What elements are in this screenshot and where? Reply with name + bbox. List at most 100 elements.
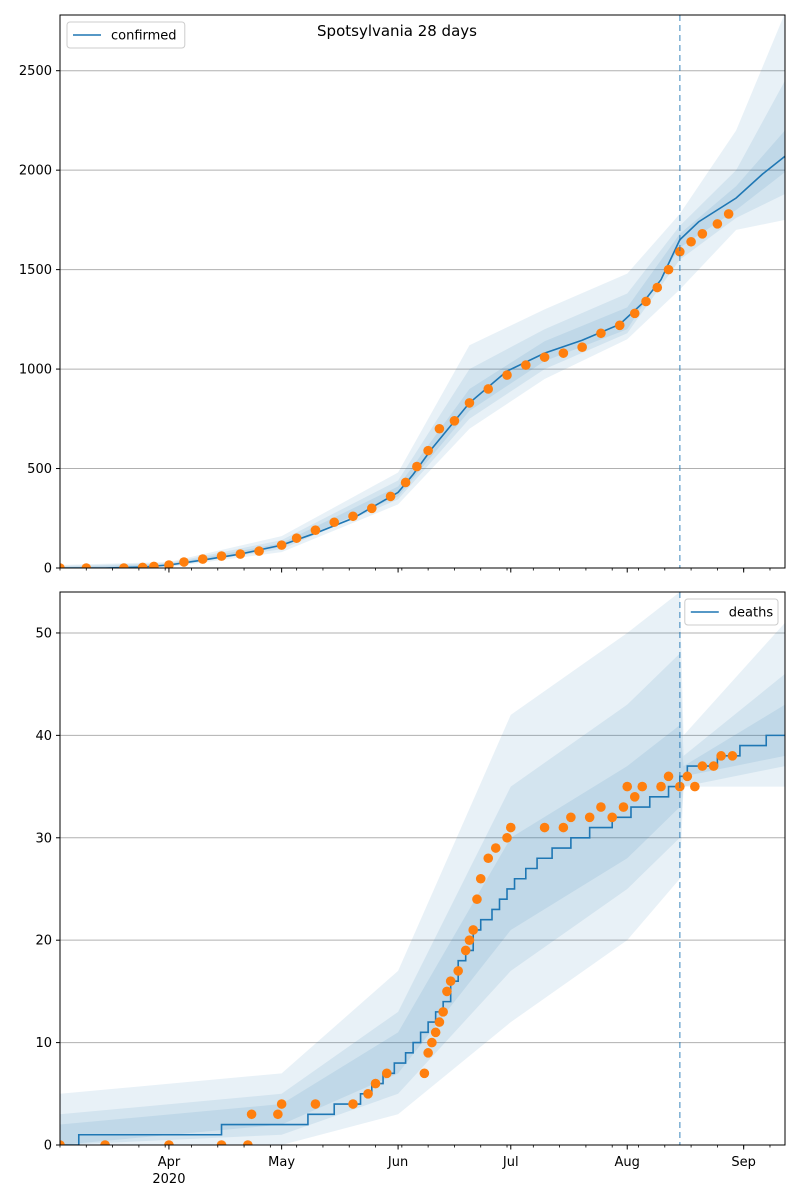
data-point: [483, 384, 494, 394]
data-point: [423, 1048, 433, 1058]
data-point: [663, 771, 674, 782]
data-point: [149, 561, 159, 568]
data-point: [243, 1140, 253, 1145]
x-tick-label: Jun: [387, 1155, 408, 1170]
deaths-panel: 0 10 20 30 40 50 Apr 2020 May Jun Jul Aug Sep deaths: [35, 591, 786, 1187]
y-tick-label: 50: [35, 626, 52, 641]
data-point: [438, 1007, 448, 1017]
axes-frame: [59, 591, 786, 1146]
confirmed-panel: 0 500 1000 1500 2000 2500 confirmed: [19, 14, 786, 577]
data-point: [216, 551, 227, 561]
data-point: [412, 461, 422, 472]
data-point: [539, 822, 550, 833]
data-point: [434, 423, 445, 434]
data-point: [216, 1140, 227, 1145]
plot-area: [60, 15, 785, 568]
data-point: [291, 533, 302, 543]
x-tick-label: May: [268, 1155, 295, 1170]
data-point: [197, 554, 208, 564]
y-tick-label: 2500: [19, 64, 52, 79]
data-point: [81, 563, 92, 568]
data-point: [566, 812, 576, 823]
uncertainty-band: [60, 704, 785, 1145]
data-point: [423, 445, 433, 456]
legend: deaths: [684, 598, 779, 626]
data-point: [348, 1099, 358, 1109]
data-point: [164, 560, 174, 568]
y-tick-label: 0: [44, 562, 52, 577]
data-point: [276, 1099, 287, 1109]
axes-frame: [59, 14, 786, 569]
uncertainty-band: [60, 653, 785, 1145]
data-point: [164, 1140, 174, 1145]
data-point: [119, 563, 129, 568]
legend-label: confirmed: [111, 29, 177, 44]
data-point: [614, 320, 625, 331]
data-point: [727, 751, 738, 761]
data-point: [366, 503, 377, 514]
data-point: [276, 540, 287, 550]
uncertainty-band: [60, 592, 785, 1145]
data-point: [682, 771, 693, 782]
data-point: [460, 945, 471, 956]
uncertainty-band: [60, 15, 785, 568]
uncertainty-band: [60, 130, 785, 568]
data-point: [329, 517, 340, 528]
data-point: [310, 525, 321, 536]
x-tick-label: Aug: [615, 1155, 640, 1170]
data-point: [641, 296, 651, 307]
data-point: [382, 1068, 392, 1079]
data-point: [179, 557, 189, 567]
data-point: [712, 219, 723, 229]
data-point: [622, 781, 633, 792]
data-point: [60, 563, 65, 568]
data-point: [370, 1078, 381, 1089]
y-tick-label: 2000: [19, 164, 52, 179]
y-tick-label: 40: [35, 729, 52, 744]
data-point: [60, 1140, 65, 1145]
data-point: [577, 342, 587, 352]
data-point: [618, 802, 629, 812]
data-point: [363, 1088, 373, 1099]
data-point: [246, 1109, 257, 1120]
y-tick-label: 10: [35, 1036, 52, 1051]
y-tick-label: 30: [35, 831, 52, 846]
data-point: [596, 802, 606, 812]
data-point: [629, 308, 640, 319]
x-tick-label: Jul: [502, 1155, 519, 1170]
x-tick-label: Sep: [731, 1155, 756, 1170]
data-point: [137, 562, 148, 568]
data-point: [675, 246, 685, 257]
data-point: [697, 229, 708, 239]
data-point: [490, 843, 501, 853]
data-point: [434, 1017, 445, 1027]
data-point: [400, 477, 411, 488]
data-point: [310, 1099, 321, 1109]
data-point: [723, 209, 734, 219]
data-point: [663, 264, 674, 275]
data-point: [468, 925, 479, 935]
y-tick-label: 20: [35, 934, 52, 949]
series-line-confirmed: [60, 155, 785, 568]
data-point: [652, 282, 663, 293]
data-point: [584, 812, 595, 823]
x-tick-label: Apr: [158, 1155, 181, 1170]
data-point: [629, 792, 640, 802]
data-point: [502, 370, 512, 380]
data-point: [442, 986, 452, 997]
legend-label: deaths: [729, 606, 774, 621]
y-tick-label: 1000: [19, 363, 52, 378]
data-point: [472, 894, 482, 905]
data-point: [690, 781, 700, 792]
x-tick-sublabel: 2020: [152, 1172, 185, 1187]
chart-title: Spotsylvania 28 days: [317, 22, 477, 40]
data-point: [430, 1027, 441, 1038]
data-point: [464, 398, 475, 408]
data-point: [475, 873, 486, 884]
data-point: [348, 511, 358, 522]
data-point: [686, 236, 696, 247]
legend-box: [66, 21, 186, 49]
data-point: [273, 1109, 283, 1120]
data-point: [558, 348, 569, 358]
